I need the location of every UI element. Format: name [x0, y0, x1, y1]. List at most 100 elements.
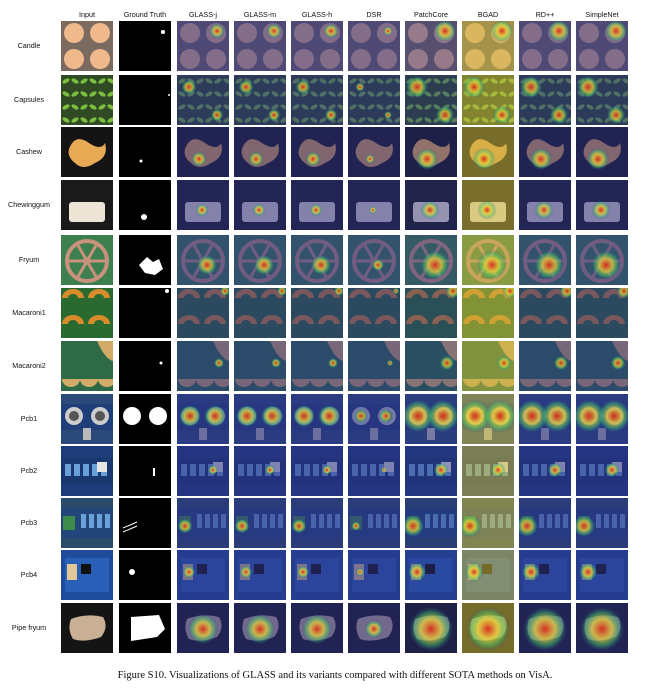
- grid-cell: [61, 127, 113, 177]
- grid-cell: [519, 21, 571, 71]
- anomaly-heatmap: [462, 341, 514, 391]
- grid-cell: [291, 180, 343, 230]
- grid-cell: [119, 235, 171, 285]
- anomaly-heatmap: [576, 235, 628, 285]
- grid-cell: [291, 341, 343, 391]
- anomaly-heatmap: [291, 603, 343, 653]
- anomaly-heatmap: [576, 75, 628, 125]
- anomaly-heatmap: [462, 498, 514, 548]
- column-header: DSR: [366, 10, 382, 19]
- anomaly-heatmap: [177, 603, 229, 653]
- anomaly-heatmap: [234, 21, 286, 71]
- mask-image: [119, 446, 171, 496]
- anomaly-heatmap: [348, 127, 400, 177]
- anomaly-heatmap: [519, 446, 571, 496]
- anomaly-heatmap: [576, 603, 628, 653]
- grid-cell: [119, 446, 171, 496]
- grid-cell: [462, 550, 514, 600]
- anomaly-heatmap: [177, 127, 229, 177]
- row-label: Macaroni1: [12, 308, 46, 317]
- anomaly-heatmap: [177, 394, 229, 444]
- grid-cell: [61, 180, 113, 230]
- grid-cell: [61, 75, 113, 125]
- anomaly-heatmap: [462, 75, 514, 125]
- anomaly-heatmap: [348, 394, 400, 444]
- grid-cell: [519, 550, 571, 600]
- grid-cell: [61, 603, 113, 653]
- anomaly-heatmap: [576, 341, 628, 391]
- grid-cell: [291, 550, 343, 600]
- grid-cell: [119, 498, 171, 548]
- grid-cell: [576, 127, 628, 177]
- grid-cell: [119, 180, 171, 230]
- grid-cell: [519, 446, 571, 496]
- grid-cell: [405, 550, 457, 600]
- anomaly-heatmap: [234, 341, 286, 391]
- row-label: Pcb4: [20, 570, 38, 579]
- mask-image: [119, 498, 171, 548]
- anomaly-heatmap: [348, 341, 400, 391]
- anomaly-heatmap: [519, 180, 571, 230]
- grid-cell: [576, 21, 628, 71]
- mask-image: [119, 21, 171, 71]
- grid-cell: [576, 550, 628, 600]
- anomaly-heatmap: [291, 288, 343, 338]
- grid-cell: [519, 180, 571, 230]
- grid-cell: [177, 341, 229, 391]
- grid-cell: [234, 550, 286, 600]
- anomaly-heatmap: [576, 288, 628, 338]
- column-header: RD++: [535, 10, 555, 19]
- grid-cell: [405, 394, 457, 444]
- anomaly-heatmap: [405, 21, 457, 71]
- grid-cell: [61, 288, 113, 338]
- grid-cell: [234, 21, 286, 71]
- anomaly-heatmap: [291, 75, 343, 125]
- input-image: [61, 603, 113, 653]
- row-label: Candle: [17, 41, 41, 50]
- anomaly-heatmap: [348, 446, 400, 496]
- input-image: [61, 180, 113, 230]
- grid-cell: [576, 288, 628, 338]
- grid-cell: [519, 75, 571, 125]
- anomaly-heatmap: [177, 446, 229, 496]
- anomaly-heatmap: [348, 235, 400, 285]
- grid-cell: [61, 341, 113, 391]
- grid-cell: [177, 498, 229, 548]
- grid-cell: [177, 127, 229, 177]
- anomaly-heatmap: [291, 394, 343, 444]
- grid-cell: [462, 341, 514, 391]
- grid-cell: [405, 127, 457, 177]
- row-label: Macaroni2: [12, 361, 46, 370]
- mask-image: [119, 75, 171, 125]
- anomaly-heatmap: [519, 288, 571, 338]
- anomaly-heatmap: [519, 341, 571, 391]
- grid-cell: [405, 341, 457, 391]
- input-image: [61, 550, 113, 600]
- anomaly-heatmap: [519, 498, 571, 548]
- grid-cell: [405, 21, 457, 71]
- anomaly-heatmap: [462, 288, 514, 338]
- anomaly-heatmap: [234, 446, 286, 496]
- grid-cell: [405, 446, 457, 496]
- anomaly-heatmap: [177, 235, 229, 285]
- row-label: Pcb3: [20, 518, 38, 527]
- anomaly-heatmap: [234, 288, 286, 338]
- anomaly-heatmap: [348, 180, 400, 230]
- grid-cell: [234, 127, 286, 177]
- grid-cell: [462, 235, 514, 285]
- grid-cell: [61, 498, 113, 548]
- anomaly-heatmap: [405, 446, 457, 496]
- anomaly-heatmap: [234, 603, 286, 653]
- grid-cell: [177, 180, 229, 230]
- grid-cell: [119, 603, 171, 653]
- grid-cell: [119, 341, 171, 391]
- grid-cell: [519, 603, 571, 653]
- grid-cell: [119, 550, 171, 600]
- anomaly-heatmap: [576, 446, 628, 496]
- anomaly-heatmap: [291, 235, 343, 285]
- anomaly-heatmap: [405, 127, 457, 177]
- grid-cell: [462, 21, 514, 71]
- column-header: SimpleNet: [585, 10, 619, 19]
- grid-cell: [177, 550, 229, 600]
- grid-cell: [576, 180, 628, 230]
